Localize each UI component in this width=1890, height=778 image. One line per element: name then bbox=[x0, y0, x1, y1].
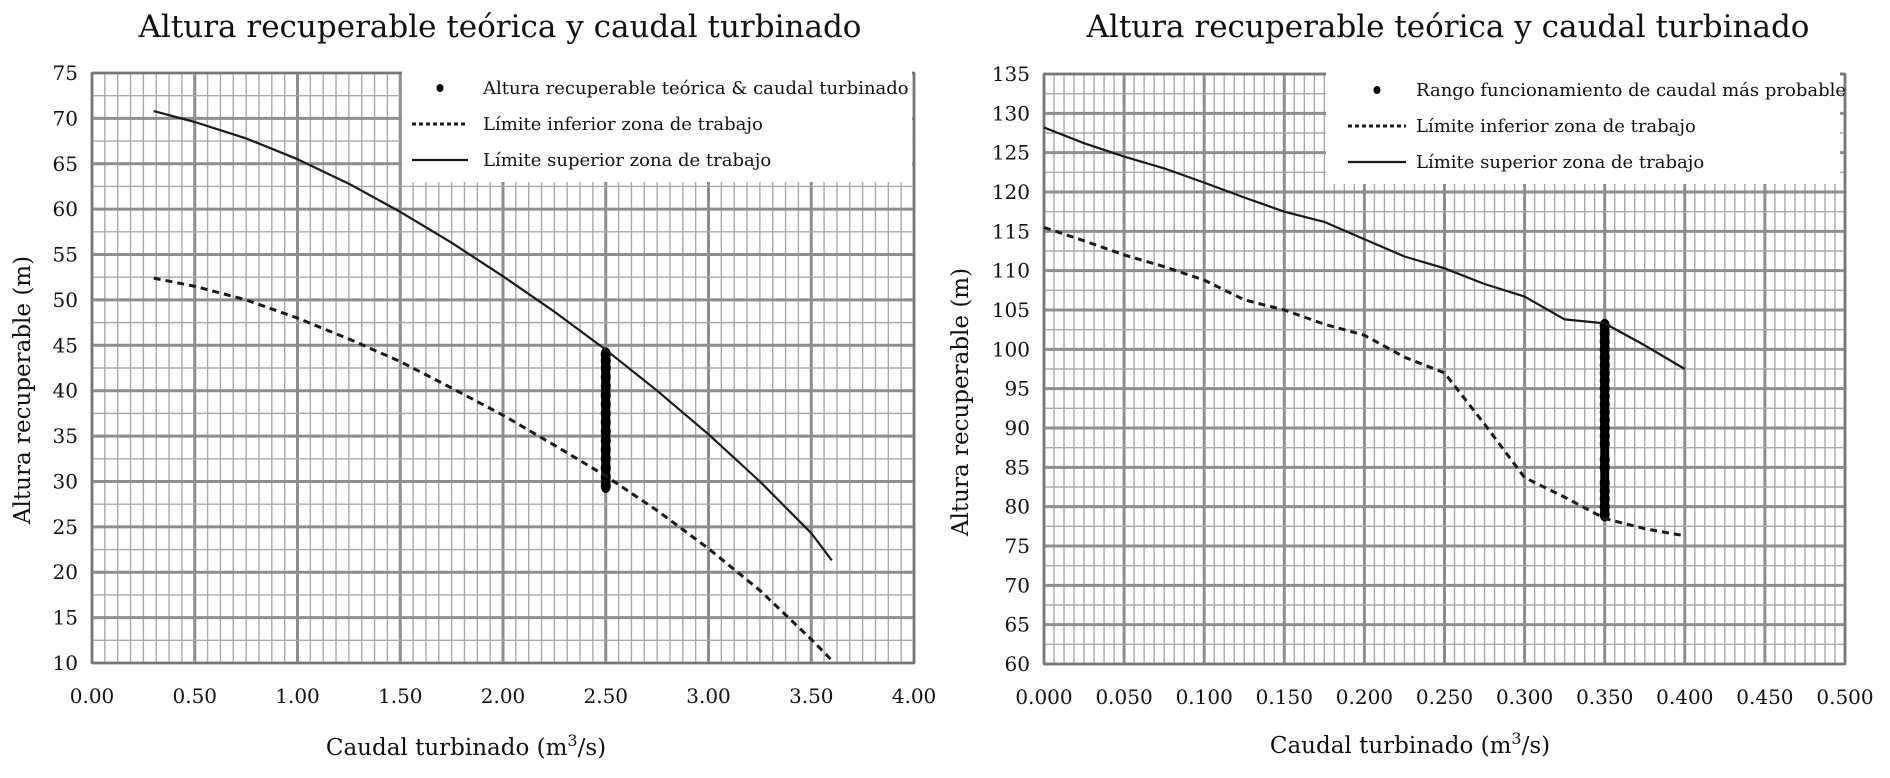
y-axis-label: Altura recuperable (m) bbox=[948, 268, 974, 537]
legend-swatch-points bbox=[436, 84, 444, 92]
y-tick-label: 40 bbox=[53, 379, 78, 403]
legend-label-points: Rango funcionamiento de caudal más proba… bbox=[1416, 80, 1846, 101]
y-tick-label: 10 bbox=[53, 651, 78, 675]
y-tick-label: 80 bbox=[1005, 495, 1030, 519]
legend-label-lower: Límite inferior zona de trabajo bbox=[1416, 116, 1696, 137]
x-tick-label: 0.300 bbox=[1496, 685, 1553, 709]
y-tick-label: 70 bbox=[53, 106, 78, 130]
x-tick-label: 0.100 bbox=[1176, 685, 1233, 709]
series-line-lower-limit bbox=[1043, 225, 1686, 538]
y-tick-label: 115 bbox=[992, 219, 1030, 243]
y-tick-label: 85 bbox=[1005, 455, 1030, 479]
legend: Rango funcionamiento de caudal más proba… bbox=[1326, 72, 1846, 184]
y-tick-label: 35 bbox=[53, 424, 78, 448]
x-tick-label: 0.250 bbox=[1416, 685, 1473, 709]
y-tick-label: 130 bbox=[992, 101, 1030, 125]
y-tick-label: 60 bbox=[53, 197, 78, 221]
y-tick-label: 50 bbox=[53, 288, 78, 312]
chart-left: Altura recuperable teórica y caudal turb… bbox=[10, 9, 936, 761]
y-tick-label: 45 bbox=[53, 333, 78, 357]
y-tick-label: 100 bbox=[992, 337, 1030, 361]
y-tick-label: 70 bbox=[1005, 573, 1030, 597]
x-tick-label: 0.200 bbox=[1336, 685, 1393, 709]
y-tick-label: 65 bbox=[1005, 613, 1030, 637]
x-tick-label: 0.000 bbox=[1015, 685, 1072, 709]
x-tick-label: 1.00 bbox=[275, 684, 320, 708]
series-line-upper-limit bbox=[1043, 126, 1686, 370]
y-tick-label: 135 bbox=[992, 62, 1030, 86]
y-tick-label: 30 bbox=[53, 469, 78, 493]
tick-labels: 0.000 0.050 0.100 0.150 0.200 0.250 0.300 0.350… bbox=[992, 62, 1874, 709]
x-tick-label: 4.00 bbox=[892, 684, 937, 708]
y-tick-label: 125 bbox=[992, 141, 1030, 165]
legend-box bbox=[402, 68, 912, 182]
y-axis-label: Altura recuperable (m) bbox=[10, 256, 36, 525]
x-tick-label: 0.350 bbox=[1576, 685, 1633, 709]
chart-title: Altura recuperable teórica y caudal turb… bbox=[138, 9, 862, 45]
y-tick-label: 120 bbox=[992, 180, 1030, 204]
x-axis-label: Caudal turbinado (m3/s) bbox=[326, 731, 606, 761]
x-tick-label: 2.50 bbox=[583, 684, 628, 708]
x-tick-label: 0.00 bbox=[70, 684, 115, 708]
legend-label-points: Altura recuperable teórica & caudal turb… bbox=[482, 78, 909, 99]
legend-label-upper: Límite superior zona de trabajo bbox=[1416, 152, 1704, 173]
x-tick-label: 0.500 bbox=[1816, 685, 1873, 709]
y-tick-label: 75 bbox=[1005, 534, 1030, 558]
x-tick-label: 0.050 bbox=[1095, 685, 1152, 709]
x-tick-label: 1.50 bbox=[378, 684, 423, 708]
series-layer bbox=[153, 110, 833, 662]
legend-box bbox=[1326, 72, 1840, 184]
y-tick-label: 105 bbox=[992, 298, 1030, 322]
x-tick-label: 0.50 bbox=[172, 684, 217, 708]
x-tick-label: 2.00 bbox=[481, 684, 526, 708]
y-tick-label: 75 bbox=[53, 61, 78, 85]
y-tick-label: 15 bbox=[53, 606, 78, 630]
tick-labels: 0.00 0.50 1.00 1.50 2.00 2.50 3.00 3.50 4.00 10 15… bbox=[53, 61, 937, 708]
x-tick-label: 0.400 bbox=[1656, 685, 1713, 709]
series-layer bbox=[1043, 126, 1686, 538]
legend: Altura recuperable teórica & caudal turb… bbox=[402, 68, 912, 182]
x-axis-label: Caudal turbinado (m3/s) bbox=[1270, 729, 1550, 759]
y-tick-label: 25 bbox=[53, 515, 78, 539]
y-tick-label: 95 bbox=[1005, 377, 1030, 401]
x-tick-label: 0.150 bbox=[1256, 685, 1313, 709]
legend-label-lower: Límite inferior zona de trabajo bbox=[483, 114, 763, 135]
y-tick-label: 20 bbox=[53, 560, 78, 584]
y-tick-label: 110 bbox=[992, 259, 1030, 283]
series-line-upper-limit bbox=[153, 110, 833, 562]
series-line-lower-limit bbox=[153, 276, 833, 662]
y-tick-label: 60 bbox=[1005, 652, 1030, 676]
x-tick-label: 3.00 bbox=[686, 684, 731, 708]
y-tick-label: 65 bbox=[53, 152, 78, 176]
legend-swatch-points bbox=[1373, 86, 1381, 94]
y-tick-label: 90 bbox=[1005, 416, 1030, 440]
chart-title: Altura recuperable teórica y caudal turb… bbox=[1086, 9, 1810, 45]
chart-right: Altura recuperable teórica y caudal turb… bbox=[948, 9, 1874, 759]
x-tick-label: 3.50 bbox=[789, 684, 834, 708]
legend-label-upper: Límite superior zona de trabajo bbox=[483, 150, 771, 171]
y-tick-label: 55 bbox=[53, 243, 78, 267]
x-tick-label: 0.450 bbox=[1736, 685, 1793, 709]
